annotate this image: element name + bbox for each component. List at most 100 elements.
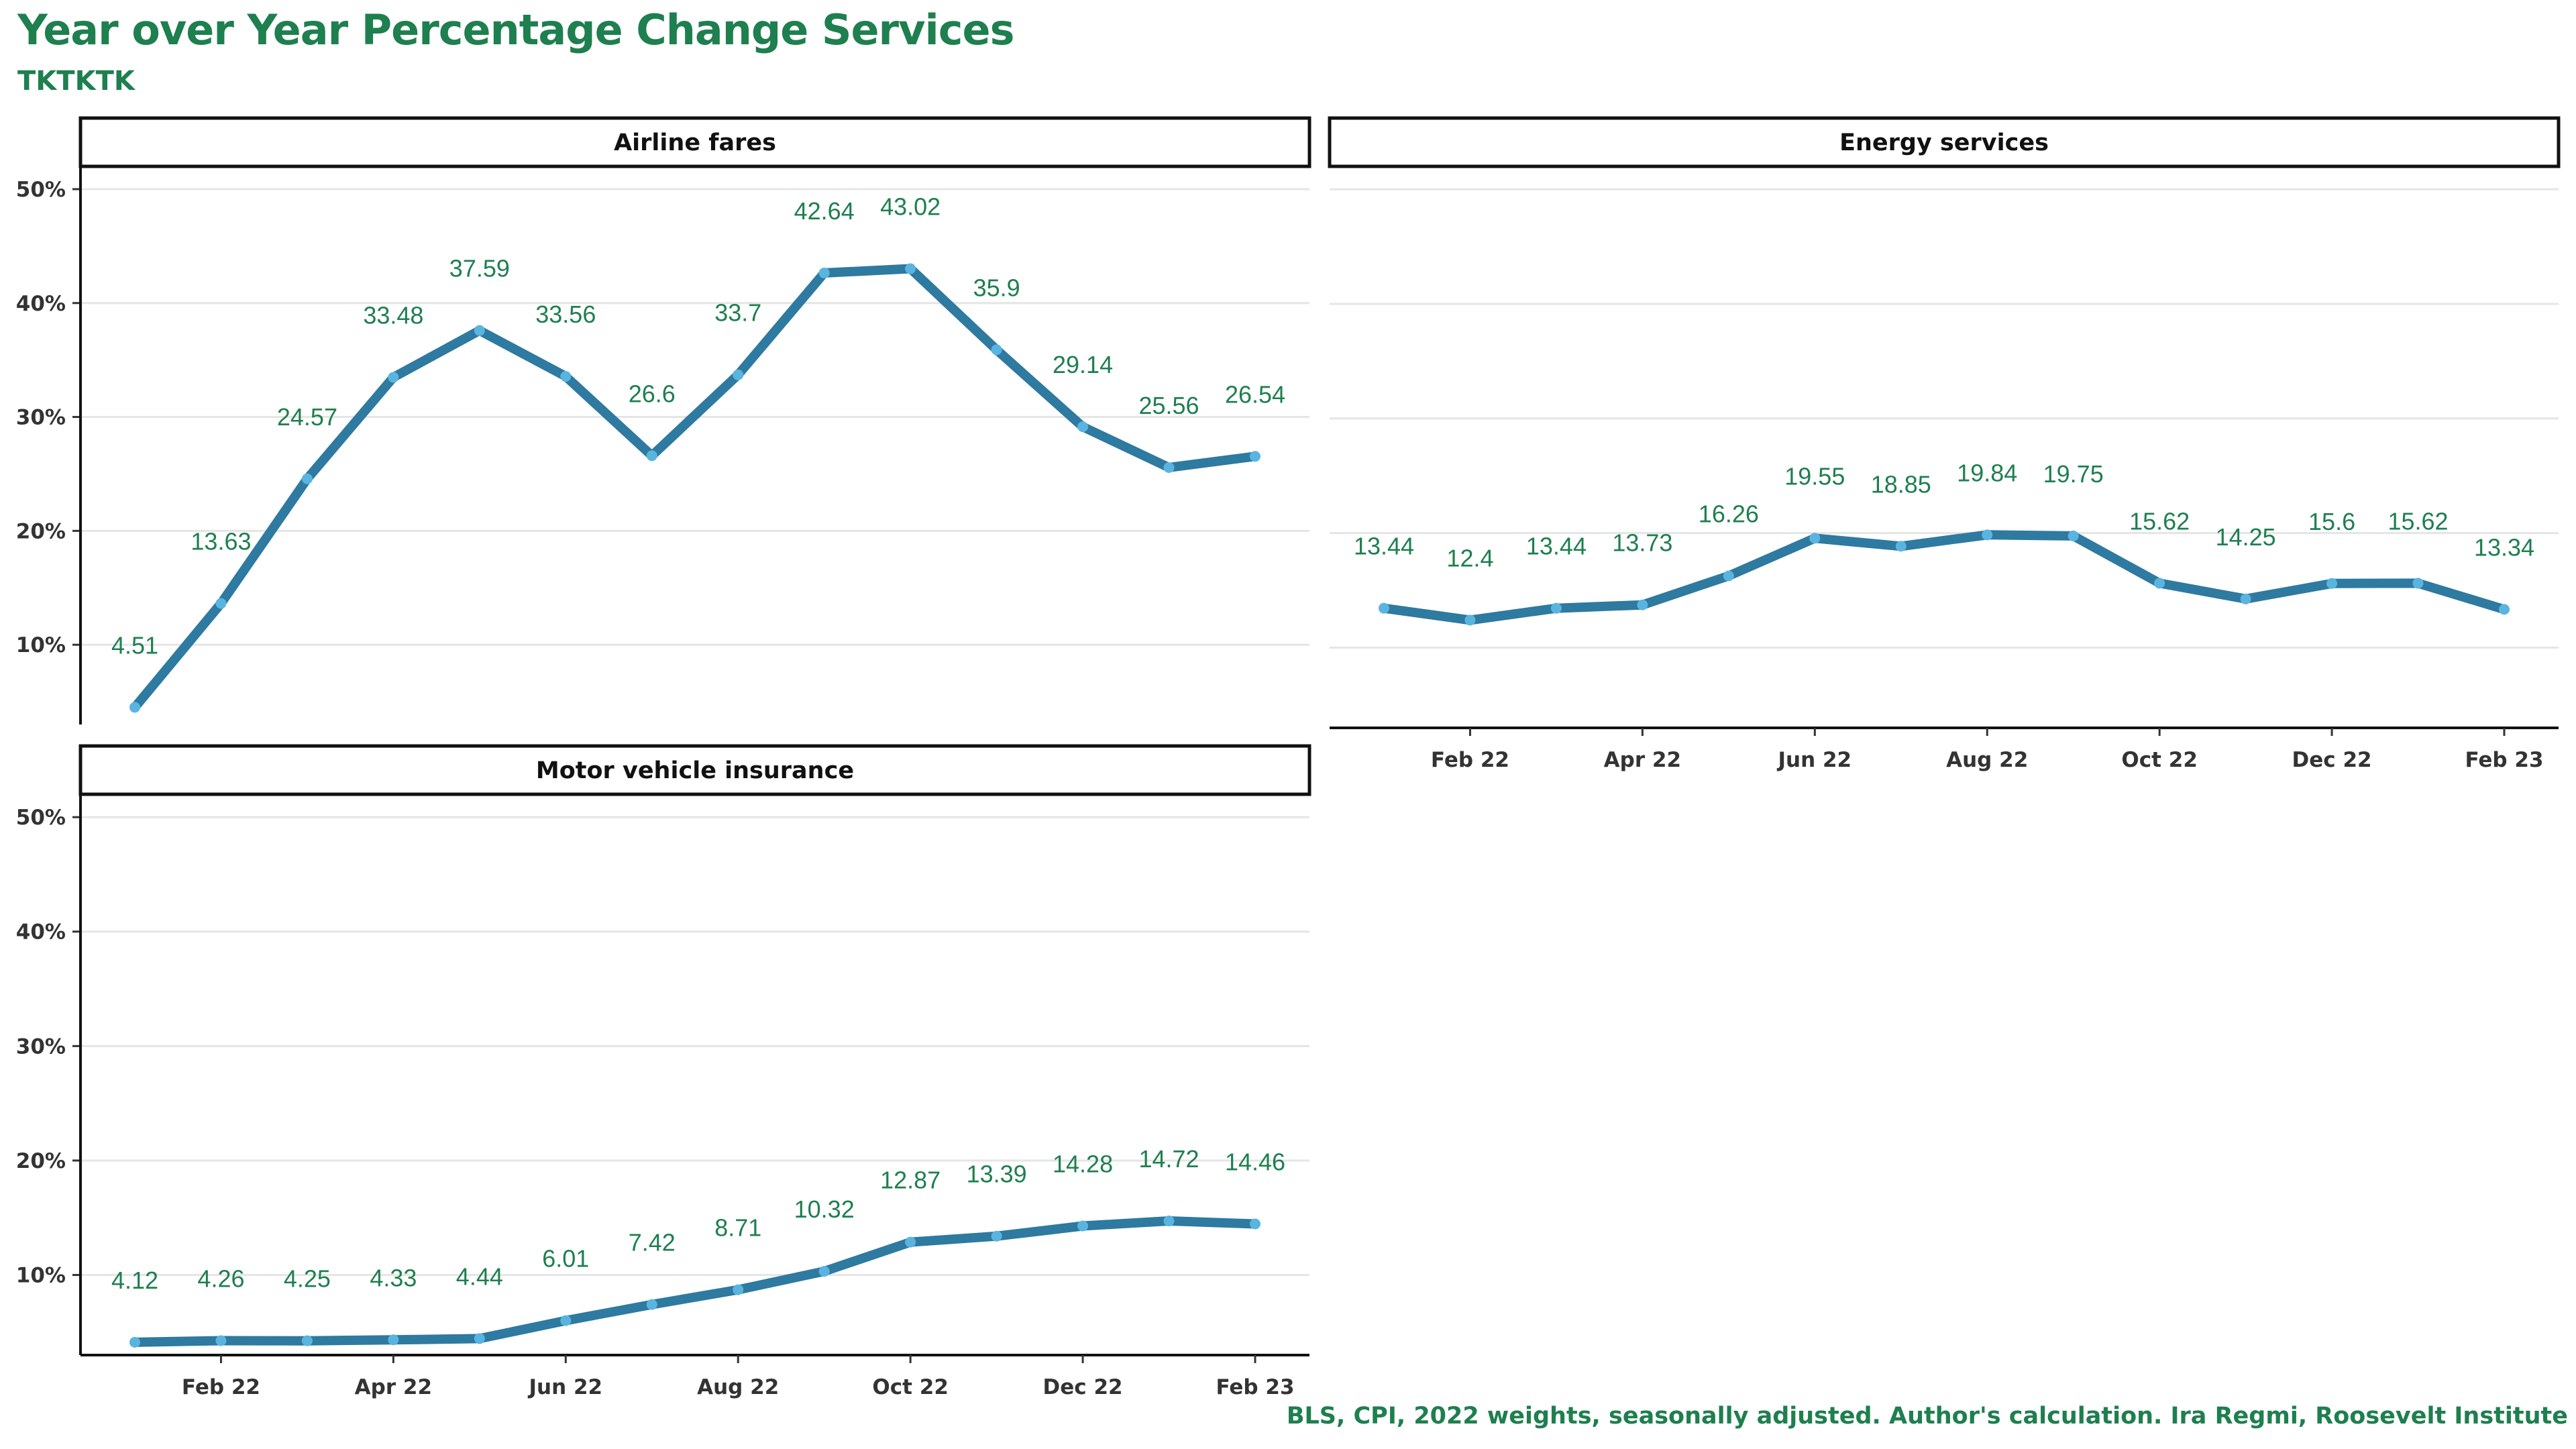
data-point [646,450,657,462]
series-line [130,1216,1260,1347]
data-point [1464,614,1476,626]
facet-strip-label: Airline fares [614,129,776,156]
data-point [1077,421,1089,433]
data-label: 4.25 [284,1265,331,1293]
y-tick-label: 30% [16,406,66,430]
y-tick-label: 40% [16,920,66,945]
facet-strip [78,116,1311,168]
x-tick-label: Aug 22 [1946,748,2028,772]
data-point [2240,593,2251,604]
data-label: 16.26 [1699,500,1759,527]
facet-strip-label: Motor vehicle insurance [536,757,854,784]
data-label: 4.26 [197,1265,244,1293]
data-point [1163,1216,1175,1227]
data-point [1982,529,1993,541]
data-point [1379,602,1389,614]
data-label: 13.63 [191,528,251,555]
panel-motor-vehicle-insurance: 10% 20% 30% 40% 50% Feb 22 Apr 22 Jun 22 Aug 22 O… [16,744,1311,1399]
series-line [1379,530,2509,625]
data-label: 14.28 [1053,1150,1113,1178]
data-label: 33.48 [363,301,423,329]
panel-airline-fares: 10% 20% 30% 40% 50% Airline fares 4.51 13.63 24.… [16,116,1311,724]
y-tick-label: 50% [16,178,66,202]
data-point [1250,451,1260,462]
data-point [474,1333,485,1344]
data-point [2154,578,2165,589]
data-point [1723,570,1734,582]
facet-strip [1328,116,2561,168]
data-label: 15.62 [2129,507,2190,535]
x-tick-label: Feb 23 [2465,748,2543,772]
data-label: 19.84 [1957,459,2017,486]
data-label: 6.01 [542,1245,589,1273]
data-point [2326,578,2338,589]
data-point [991,1230,1002,1242]
x-tick-label: Oct 22 [872,1375,948,1399]
y-tick-label: 50% [16,806,66,830]
data-point [905,263,916,274]
chart-caption: BLS, CPI, 2022 weights, seasonally adjus… [1286,1403,2568,1430]
data-point [2412,578,2424,589]
data-point [2499,604,2510,615]
data-point [301,1335,313,1346]
data-label: 14.46 [1225,1148,1285,1175]
x-tick-label: Aug 22 [697,1375,779,1399]
data-point [215,598,227,609]
y-tick-label: 20% [16,1149,66,1173]
data-point [2068,530,2079,541]
data-point [1250,1218,1260,1230]
data-label: 33.7 [714,299,761,327]
data-label: 13.44 [1526,533,1587,560]
data-label: 13.73 [1612,529,1672,557]
data-label: 4.12 [111,1267,158,1294]
x-tick-label: Apr 22 [355,1375,432,1399]
data-point [1895,541,1907,552]
data-label: 7.42 [629,1229,676,1256]
data-point [301,473,313,484]
chart-subtitle: TKTKTK [17,66,135,97]
y-tick-label: 30% [16,1034,66,1059]
data-point [560,1315,572,1326]
data-point [1077,1220,1089,1232]
data-point [733,369,744,380]
x-tick-label: Feb 22 [182,1375,260,1399]
x-tick-label: Jun 22 [1777,748,1852,772]
data-label: 42.64 [794,197,855,225]
data-point [388,372,399,383]
x-tick-label: Oct 22 [2121,748,2197,772]
data-label: 43.02 [880,193,941,220]
data-label: 33.56 [535,301,596,328]
data-label: 37.59 [449,255,510,282]
x-tick-label: Feb 23 [1216,1375,1294,1399]
y-tick-label: 10% [16,633,66,657]
data-label: 4.44 [456,1263,503,1290]
data-label: 15.62 [2387,507,2448,535]
data-label: 18.85 [1871,470,1931,498]
data-point [388,1334,399,1346]
data-point [905,1236,916,1248]
data-label: 24.57 [277,403,337,431]
data-point [646,1299,657,1310]
data-label: 15.6 [2308,508,2355,535]
data-point [1163,462,1175,473]
data-label: 8.71 [714,1214,761,1242]
data-point [560,371,572,382]
x-tick-label: Dec 22 [1043,1375,1123,1399]
data-label: 26.6 [629,380,676,407]
panel-energy-services: Feb 22 Apr 22 Jun 22 Aug 22 Oct 22 Dec 22 Feb … [1328,116,2561,772]
data-point [215,1335,227,1346]
data-label: 13.39 [967,1161,1027,1188]
data-label: 14.25 [2216,523,2276,551]
data-point [129,1336,140,1348]
data-label: 19.75 [2043,460,2104,488]
x-tick-label: Dec 22 [2292,748,2372,772]
facet-strip-label: Energy services [1839,129,2049,156]
data-label: 29.14 [1053,351,1113,378]
data-point [991,344,1002,356]
data-point [1809,533,1821,544]
data-label: 13.34 [2474,533,2534,561]
data-label: 14.72 [1138,1145,1199,1173]
facet-strip [78,744,1311,796]
data-label: 26.54 [1225,380,1285,408]
